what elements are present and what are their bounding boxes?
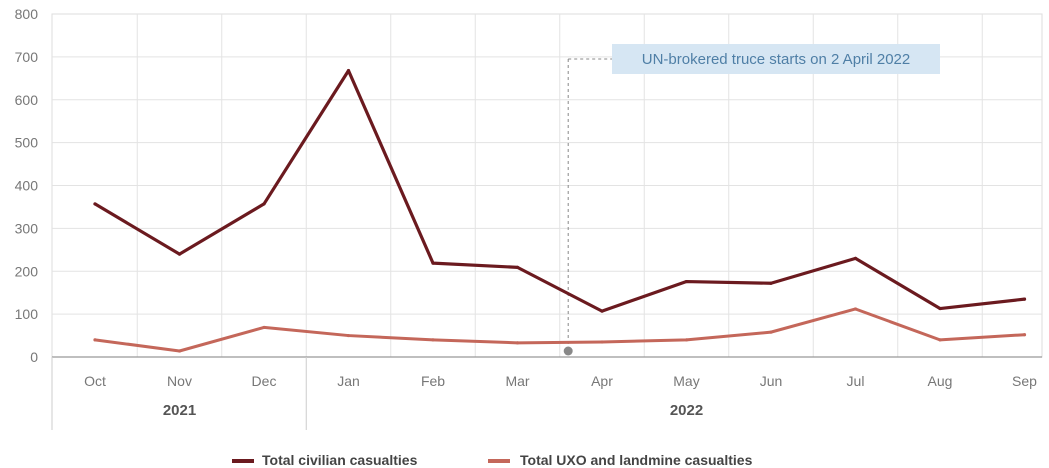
- y-tick-label: 0: [30, 349, 38, 365]
- data-point: [853, 256, 858, 260]
- x-tick-label: Jan: [337, 373, 360, 389]
- data-point: [853, 307, 858, 311]
- data-point: [769, 281, 773, 285]
- data-point: [1022, 297, 1027, 301]
- year-label: 2022: [670, 402, 703, 419]
- x-tick-label: Apr: [591, 373, 613, 389]
- legend: Total civilian casualties Total UXO and l…: [232, 452, 753, 468]
- data-point: [1022, 333, 1027, 337]
- x-tick-label: Jun: [760, 373, 783, 389]
- x-tick-label: May: [673, 373, 699, 389]
- x-axis-tick-labels: Oct Nov Dec Jan Feb Mar Apr May Jun Jul Aug Sep: [84, 373, 1037, 389]
- data-point: [177, 252, 182, 256]
- truce-annotation: UN-brokered truce starts on 2 April 2022: [563, 44, 940, 356]
- data-point: [600, 309, 604, 313]
- data-point: [346, 68, 351, 73]
- data-point: [684, 279, 689, 284]
- data-point: [431, 338, 435, 342]
- data-point: [346, 333, 351, 338]
- y-tick-label: 700: [15, 49, 39, 65]
- annotation-box: [612, 44, 940, 74]
- data-point: [93, 338, 97, 342]
- x-tick-label: Mar: [505, 373, 529, 389]
- y-tick-label: 800: [15, 6, 39, 22]
- x-tick-label: Feb: [421, 373, 445, 389]
- x-tick-label: Dec: [252, 373, 277, 389]
- legend-label: Total UXO and landmine casualties: [520, 452, 753, 468]
- y-tick-label: 400: [15, 178, 39, 194]
- data-point: [515, 265, 520, 269]
- data-point: [431, 261, 435, 265]
- y-tick-label: 500: [15, 135, 39, 151]
- data-point: [938, 306, 942, 311]
- year-label: 2021: [163, 402, 196, 419]
- x-tick-label: Sep: [1012, 373, 1037, 389]
- annotation-marker: [563, 346, 573, 356]
- x-tick-label: Nov: [167, 373, 192, 389]
- series-lines: [93, 68, 1027, 353]
- x-tick-label: Oct: [84, 373, 106, 389]
- grid: [51, 13, 1043, 430]
- data-point: [684, 338, 689, 342]
- series-line-2: [93, 307, 1026, 353]
- year-group-labels: 2021 2022: [163, 402, 703, 419]
- data-point: [93, 202, 97, 206]
- x-tick-label: Jul: [847, 373, 865, 389]
- data-point: [600, 340, 604, 344]
- data-point: [515, 341, 520, 345]
- data-point: [262, 202, 266, 206]
- data-point: [262, 325, 266, 330]
- legend-label: Total civilian casualties: [262, 452, 418, 468]
- y-axis-tick-labels: 0 100 200 300 400 500 600 700 800: [15, 6, 39, 365]
- y-tick-label: 100: [15, 306, 39, 322]
- y-tick-label: 600: [15, 92, 39, 108]
- series-line-1: [93, 68, 1027, 313]
- annotation-text: UN-brokered truce starts on 2 April 2022: [642, 51, 910, 68]
- data-point: [177, 349, 182, 353]
- data-point: [938, 338, 942, 342]
- y-tick-label: 200: [15, 263, 39, 279]
- x-tick-label: Aug: [928, 373, 953, 389]
- data-point: [769, 330, 773, 334]
- y-tick-label: 300: [15, 220, 39, 236]
